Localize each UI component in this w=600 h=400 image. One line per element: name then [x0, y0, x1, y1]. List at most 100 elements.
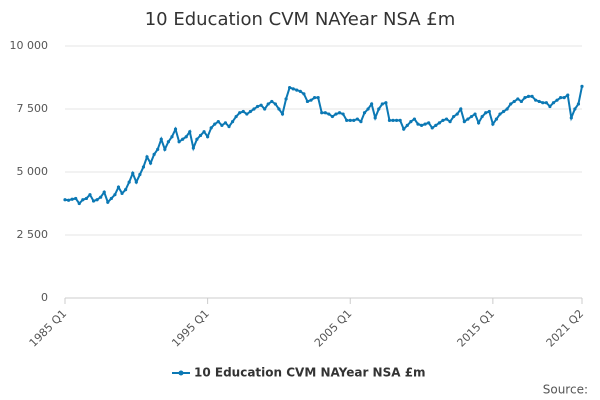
data-point — [501, 109, 506, 114]
data-point — [166, 140, 170, 144]
data-point — [134, 180, 138, 184]
data-point — [63, 198, 67, 202]
data-point — [537, 99, 541, 104]
data-point — [124, 188, 128, 192]
source: Source: — [543, 383, 588, 397]
data-point — [509, 102, 513, 106]
data-point — [106, 200, 110, 204]
data-point — [145, 155, 149, 159]
data-point — [434, 123, 438, 127]
data-point — [462, 120, 466, 124]
data-point — [102, 190, 106, 194]
data-point — [141, 165, 146, 169]
data-point — [127, 180, 131, 184]
data-point — [273, 102, 277, 106]
data-point — [66, 198, 71, 202]
data-point — [569, 116, 573, 120]
data-point — [163, 147, 167, 151]
data-point — [312, 96, 317, 100]
data-point — [252, 107, 256, 111]
data-point — [402, 127, 406, 131]
y-tick-label: 0 — [41, 291, 48, 304]
data-point — [362, 111, 367, 115]
data-point — [512, 99, 516, 104]
data-point — [337, 111, 342, 115]
y-tick-label: 2 500 — [17, 228, 49, 241]
data-point — [152, 152, 156, 156]
data-point — [534, 98, 538, 102]
data-point — [309, 98, 313, 102]
data-point — [263, 107, 267, 111]
legend-label: 10 Education CVM NAYear NSA £m — [194, 366, 426, 380]
data-point — [234, 114, 238, 119]
data-point — [566, 93, 570, 97]
data-point — [355, 117, 359, 121]
data-point — [448, 120, 452, 124]
data-point — [220, 123, 224, 127]
data-point — [484, 111, 488, 115]
data-point — [430, 126, 434, 130]
data-point — [544, 101, 548, 105]
data-point — [494, 117, 499, 121]
data-point — [138, 172, 142, 177]
data-point — [298, 89, 302, 93]
data-point — [459, 107, 463, 111]
y-tick-label: 7 500 — [17, 102, 49, 115]
data-point — [77, 201, 81, 206]
data-point — [195, 137, 199, 141]
data-point — [505, 107, 509, 111]
data-point — [213, 122, 217, 126]
data-point — [469, 114, 474, 119]
data-point — [366, 107, 370, 111]
data-point — [291, 87, 295, 91]
data-point — [345, 118, 349, 122]
data-point — [280, 112, 285, 116]
data-point — [288, 85, 292, 90]
data-point — [580, 84, 584, 88]
data-point — [541, 101, 545, 105]
data-point — [548, 104, 552, 109]
data-point — [99, 195, 103, 199]
data-point — [148, 161, 153, 165]
data-point — [91, 199, 96, 203]
data-point — [530, 94, 534, 98]
data-point — [327, 112, 331, 116]
data-point — [519, 99, 523, 104]
data-point — [427, 121, 431, 125]
data-point — [380, 102, 384, 106]
data-point — [480, 114, 484, 119]
data-point — [398, 118, 402, 122]
data-point — [270, 99, 274, 104]
data-point — [245, 112, 249, 116]
data-point — [573, 107, 577, 111]
data-point — [455, 112, 459, 116]
data-point — [188, 130, 192, 134]
data-point — [551, 101, 556, 105]
data-point — [526, 94, 531, 98]
data-point — [498, 112, 502, 116]
data-point — [266, 102, 270, 106]
data-point — [487, 109, 491, 114]
data-point — [466, 117, 470, 121]
data-point — [70, 197, 74, 201]
data-point — [259, 103, 263, 107]
data-point — [255, 104, 260, 109]
data-point — [323, 111, 327, 115]
data-point — [241, 109, 245, 114]
data-point — [84, 196, 88, 201]
data-point — [384, 101, 388, 105]
data-point — [412, 117, 417, 121]
data-point — [352, 118, 356, 122]
data-point — [277, 107, 281, 111]
data-point — [81, 198, 85, 202]
data-point — [302, 92, 306, 96]
data-point — [184, 135, 188, 139]
data-point — [377, 107, 381, 111]
data-point — [131, 171, 135, 175]
data-point — [523, 96, 527, 100]
data-point — [191, 146, 195, 150]
data-point — [559, 96, 563, 100]
data-point — [441, 118, 445, 122]
legend-marker — [178, 370, 184, 376]
